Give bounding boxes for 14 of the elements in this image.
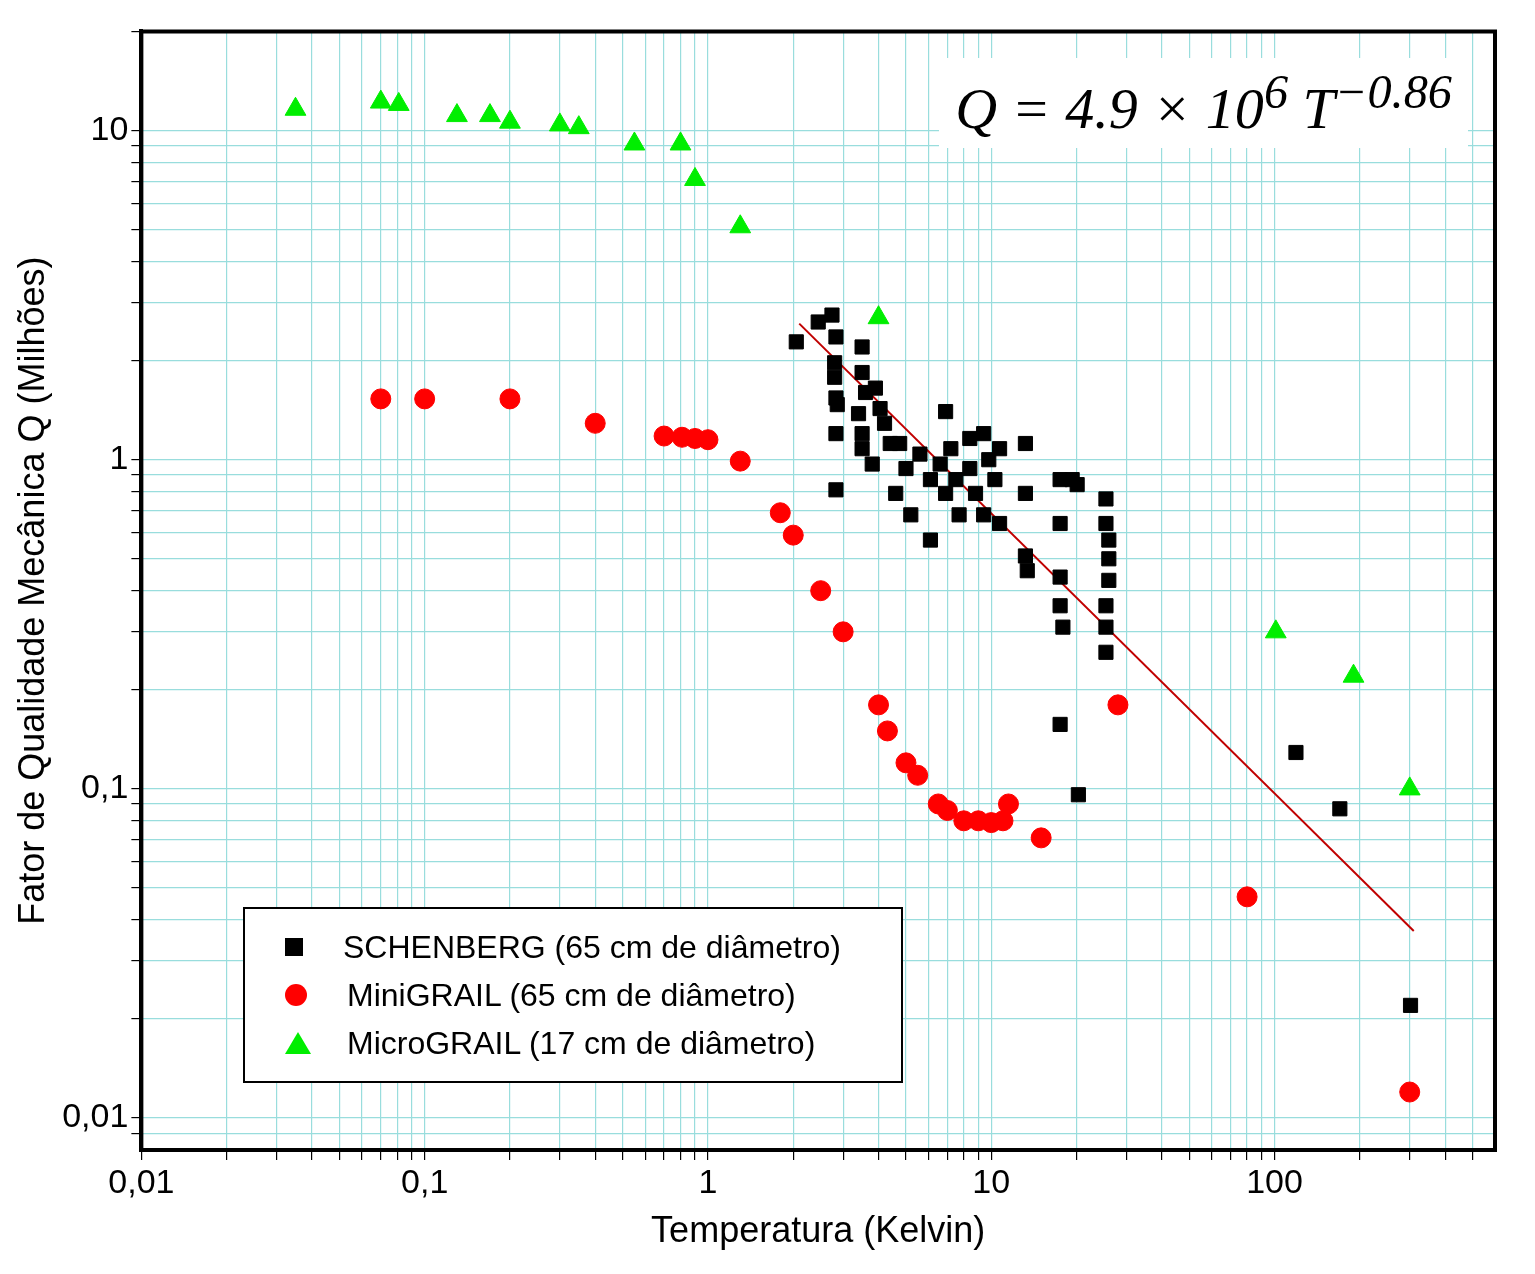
y-tick-label: 0,01 bbox=[62, 1096, 129, 1135]
x-axis-title: Temperatura (Kelvin) bbox=[651, 1209, 986, 1251]
y-tick-label: 10 bbox=[90, 108, 129, 147]
x-tick-label: 0,1 bbox=[401, 1161, 449, 1200]
y-tick-label: 1 bbox=[109, 438, 129, 477]
annotation: Q = 4.9 × 10$^{6}$ T$^{−0.86}$ bbox=[939, 58, 1468, 149]
legend-label: SCHENBERG (65 cm de diâmetro) bbox=[343, 928, 841, 966]
x-tick-label: 1 bbox=[698, 1161, 718, 1200]
y-tick-label: 0,1 bbox=[81, 767, 129, 806]
legend-label: MiniGRAIL (65 cm de diâmetro) bbox=[347, 976, 796, 1014]
y-axis-title: Fator de Qualidade Mecânica Q (Milhões) bbox=[10, 256, 52, 925]
x-tick-label: 10 bbox=[972, 1161, 1011, 1200]
legend-label: MicroGRAIL (17 cm de diâmetro) bbox=[347, 1024, 816, 1062]
x-tick-label: 100 bbox=[1246, 1161, 1303, 1200]
